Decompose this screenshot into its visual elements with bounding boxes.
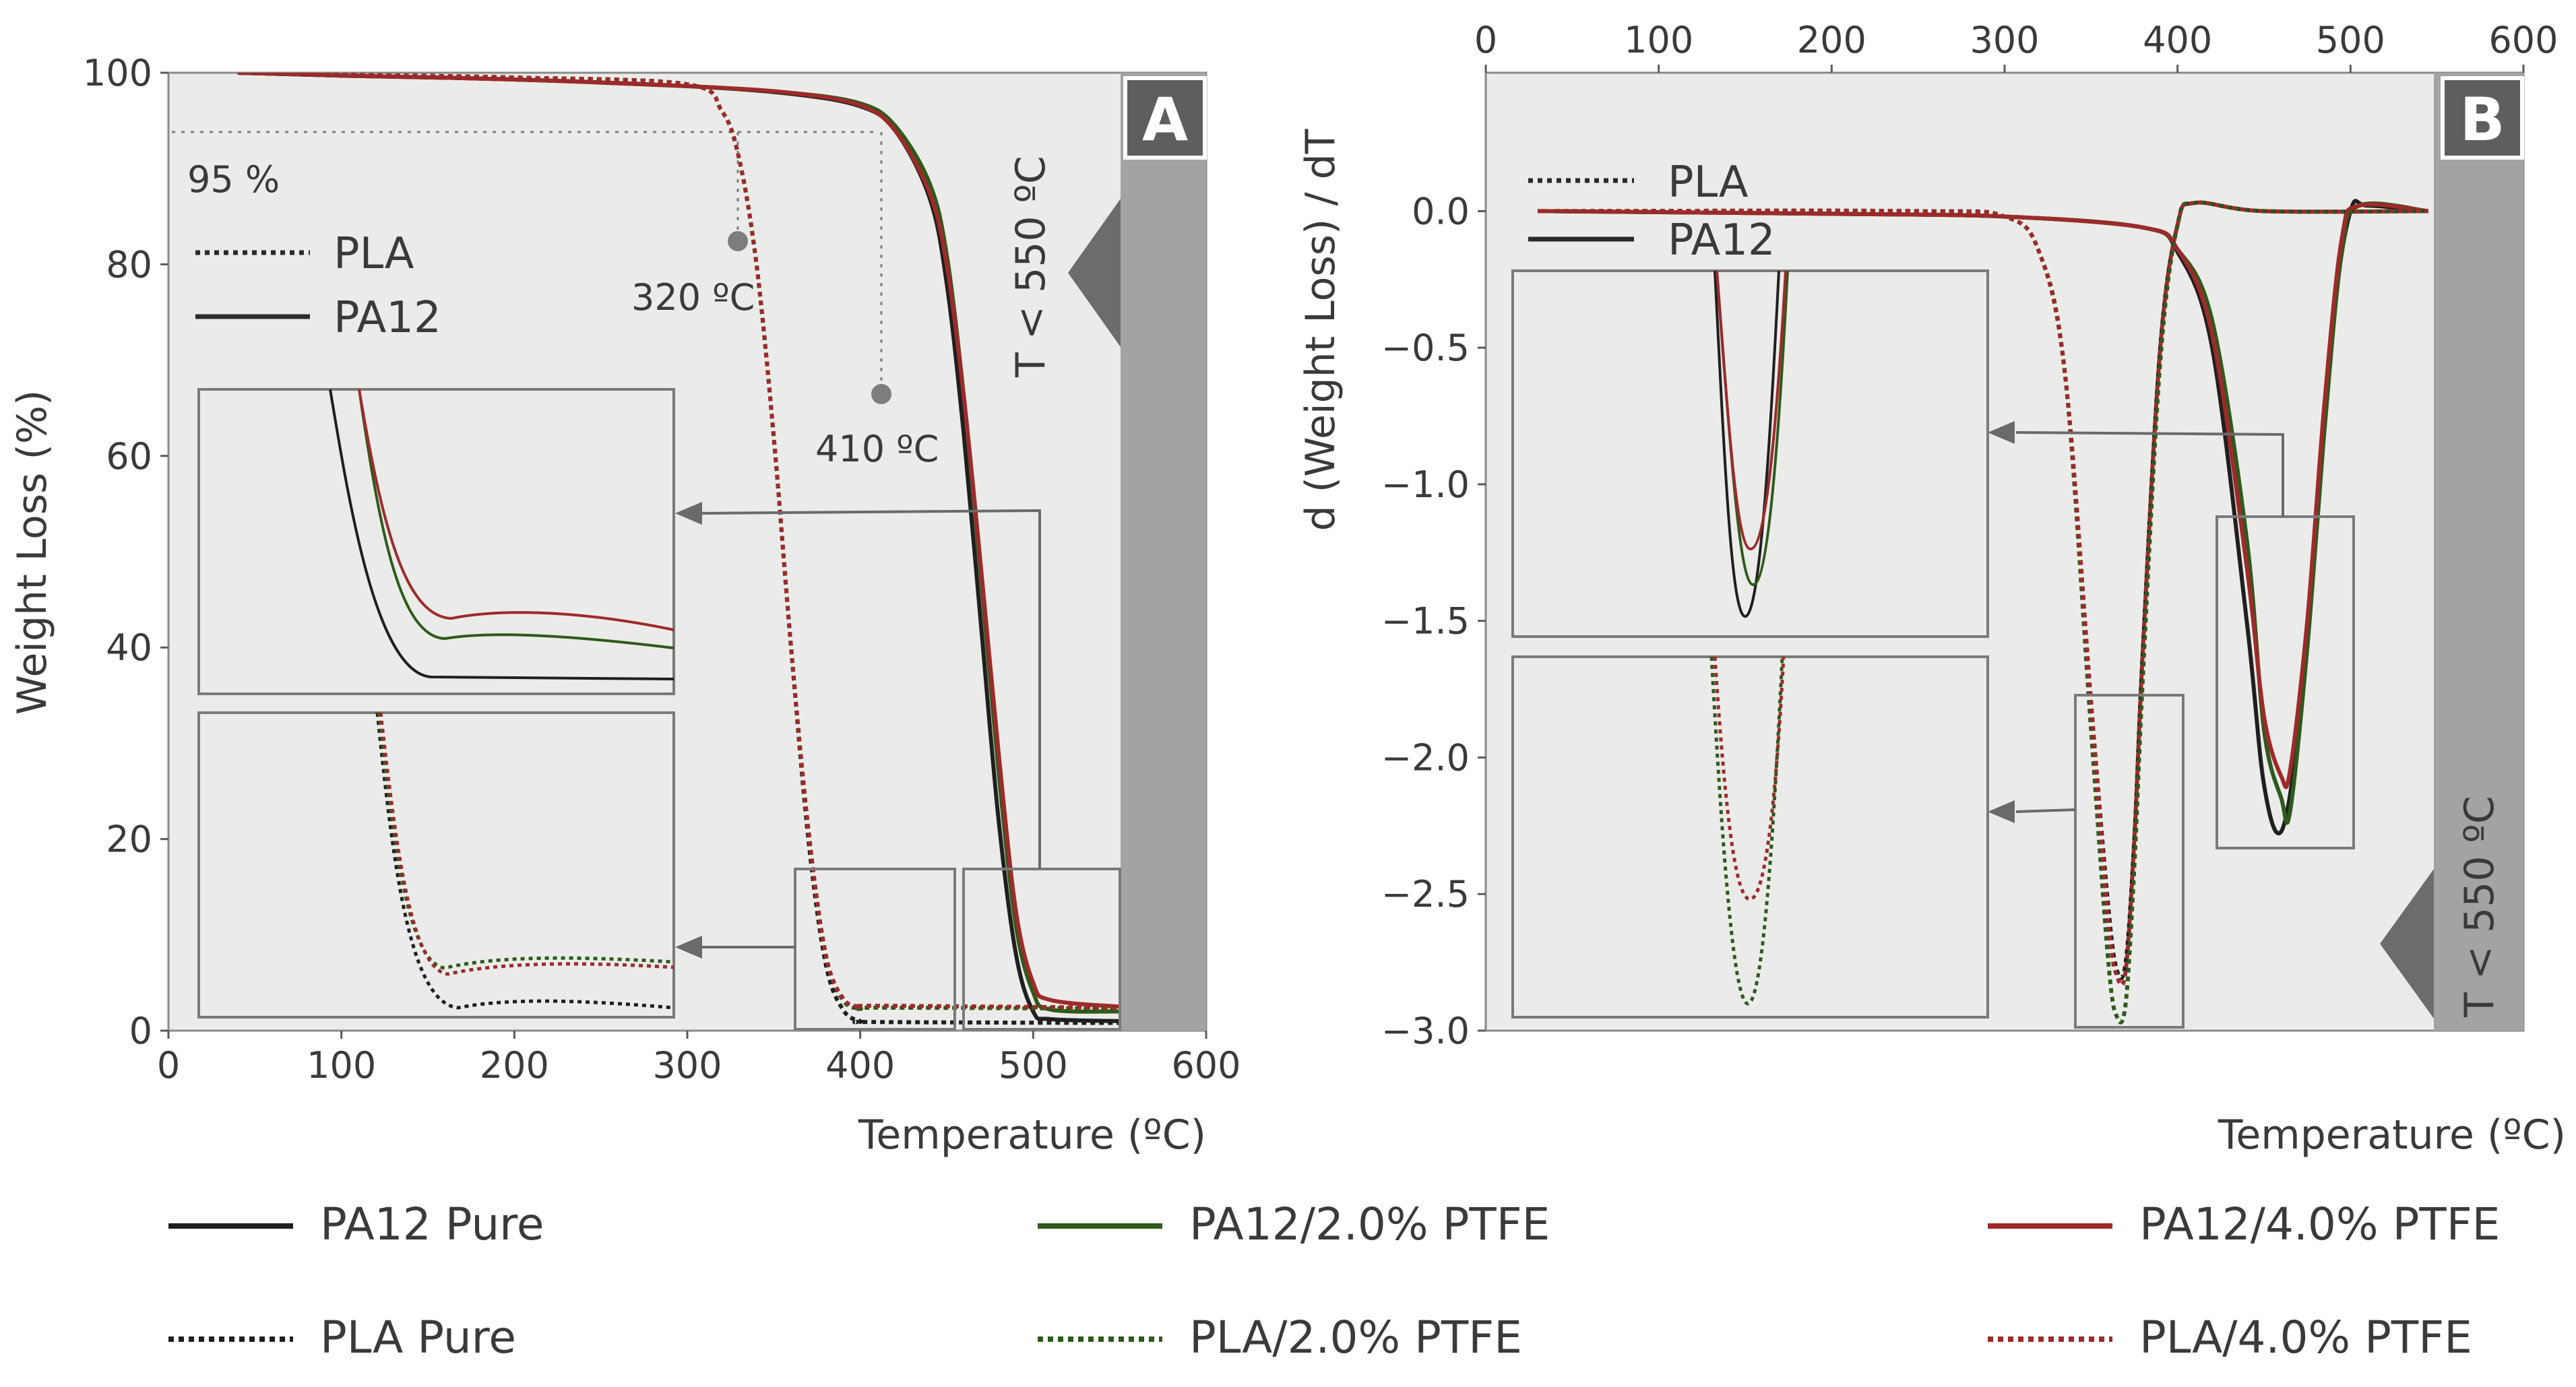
panel-a-y-tick-label: 100: [83, 52, 152, 94]
panel-b-x-tick-label: 0: [1474, 19, 1497, 61]
panel-a-inset-legend-pa12: PA12: [334, 293, 441, 343]
panel-b-x-tick-label: 100: [1624, 19, 1693, 61]
panel-b-y-tick-label: −3.0: [1381, 1010, 1470, 1052]
panel-a-limit-bar: [1121, 73, 1206, 1031]
panel-a-x-tick-label: 0: [157, 1044, 180, 1087]
panel-b-series-pla-2-0-ptfe: [1554, 200, 2428, 1025]
panel-a-x-axis-title: Temperature (ºC): [858, 1111, 1206, 1159]
panel-a-series-pa12-4-0-ptfe: [237, 73, 1120, 1009]
legend-label-pa12-2-0-ptfe: PA12/2.0% PTFE: [1189, 1198, 1550, 1250]
panel-b: T < 550 ºC B PLA PA12 0 100 200 300 400 500 60…: [1297, 19, 2566, 1159]
panel-b-inset-pla: [1511, 655, 1989, 1019]
panel-b-series-pla-4-0-ptfe: [1554, 200, 2428, 988]
legend-label-pla-2-0-ptfe: PLA/2.0% PTFE: [1189, 1312, 1522, 1363]
panel-b-x-tick-label: 500: [2316, 19, 2385, 61]
panel-a-y-tick-label: 80: [106, 243, 152, 286]
panel-a: 95 % 320 ºC 410 ºC T < 550 ºC A PLA PA12: [9, 52, 1241, 1159]
panel-a-connector-pa12: [700, 509, 1041, 869]
panel-b-connector-pa12-arrowhead: [1988, 421, 2015, 444]
panel-a-320-label: 320 ºC: [631, 276, 755, 319]
panel-a-x-tick-label: 100: [307, 1044, 376, 1087]
panel-a-410-label: 410 ºC: [815, 428, 939, 470]
panel-b-inset-legend-pla: PLA: [1668, 158, 1749, 207]
legend-label-pa12-pure: PA12 Pure: [320, 1198, 544, 1250]
panel-a-limit-arrow: [1068, 199, 1121, 347]
panel-b-badge-label: B: [2459, 85, 2505, 154]
panel-a-x-tick-label: 300: [652, 1044, 722, 1087]
figure-legend: PA12 Pure PA12/2.0% PTFE PA12/4.0% PTFE PLA…: [168, 1198, 2500, 1363]
panel-b-x-tick-label: 600: [2488, 19, 2558, 61]
panel-b-limit-arrow: [2380, 869, 2434, 1019]
panel-b-limit-bar: [2434, 73, 2523, 1031]
inset-a-pla-4ptfe-curve: [379, 712, 674, 976]
panel-b-y-tick-label: −2.0: [1381, 736, 1470, 779]
panel-a-410-marker: [871, 384, 891, 404]
panel-a-x-tick-label: 400: [825, 1044, 895, 1087]
panel-a-y-axis-title: Weight Loss (%): [9, 390, 56, 715]
panel-a-connector-pa12-arrowhead: [675, 502, 702, 525]
panel-a-zoom-box-pla: [794, 868, 956, 1031]
panel-a-limit-label: T < 550 ºC: [1007, 156, 1055, 378]
panel-b-inset-pa12: [1511, 269, 1989, 638]
panel-a-y-tick-label: 60: [106, 435, 152, 478]
inset-b-pla-2ptfe-curve: [1709, 656, 1784, 1006]
inset-a-pa12-2ptfe-curve: [358, 389, 674, 649]
inset-a-pa12-4ptfe-curve: [358, 389, 674, 631]
panel-b-y-tick-label: 0.0: [1412, 190, 1470, 232]
panel-b-y-tick-label: −1.5: [1381, 600, 1470, 643]
panel-a-x-tick-label: 500: [999, 1044, 1068, 1087]
panel-b-limit-label: T < 550 ºC: [2456, 796, 2503, 1018]
legend-label-pla-4-0-ptfe: PLA/4.0% PTFE: [2139, 1312, 2472, 1363]
panel-a-y-tick-label: 0: [129, 1010, 152, 1052]
panel-b-y-tick-label: −1.0: [1381, 463, 1470, 506]
panel-b-zoom-box-pla: [2074, 694, 2185, 1029]
panel-b-y-axis-title: d (Weight Loss) / dT: [1297, 129, 1344, 531]
inset-b-pa12-4ptfe-curve: [1716, 270, 1787, 551]
panel-a-inset-pla: [197, 711, 675, 1019]
panel-b-badge: [2441, 76, 2524, 160]
panel-b-connector-pla-arrowhead: [1988, 800, 2015, 823]
panel-b-series-pa12-4-0-ptfe: [1537, 202, 2429, 789]
panel-a-y-tick-label: 20: [106, 818, 152, 861]
panel-a-badge-label: A: [1142, 85, 1188, 154]
panel-b-x-tick-label: 200: [1797, 19, 1866, 61]
panel-a-320-marker: [728, 231, 748, 251]
panel-b-x-tick-label: 400: [2143, 19, 2212, 61]
panel-a-badge: [1123, 76, 1207, 160]
panel-b-zoom-box-pa12: [2216, 515, 2355, 849]
panel-b-inset-legend-pa12: PA12: [1668, 216, 1776, 265]
inset-b-pla-4ptfe-curve: [1713, 656, 1786, 901]
panel-a-inset-legend-pla: PLA: [334, 229, 414, 279]
panel-a-connector-pla-arrowhead: [675, 936, 702, 959]
panel-a-series-pla-4-0-ptfe: [237, 73, 1120, 1010]
legend-label-pa12-4-0-ptfe: PA12/4.0% PTFE: [2139, 1198, 2500, 1250]
panel-b-y-tick-label: −2.5: [1381, 873, 1470, 915]
inset-b-pa12-pure-curve: [1714, 270, 1780, 618]
panel-b-connector-pa12: [2015, 431, 2284, 517]
panel-a-zoom-box-pa12: [962, 868, 1121, 1031]
panel-b-connector-pla: [2015, 808, 2076, 813]
panel-a-x-tick-label: 200: [480, 1044, 549, 1087]
legend-label-pla-pure: PLA Pure: [320, 1312, 516, 1363]
panel-b-y-tick-label: −0.5: [1381, 327, 1470, 369]
panel-b-x-axis-title: Temperature (ºC): [2218, 1111, 2566, 1159]
inset-a-pla-pure-curve: [375, 712, 674, 1010]
panel-a-95-percent-label: 95 %: [187, 158, 280, 201]
panel-b-x-tick-label: 300: [1970, 19, 2039, 61]
inset-a-pa12-pure-curve: [329, 389, 674, 680]
panel-a-y-tick-label: 40: [106, 626, 152, 669]
panel-a-x-tick-label: 600: [1171, 1044, 1240, 1087]
panel-a-inset-pa12: [197, 388, 675, 695]
